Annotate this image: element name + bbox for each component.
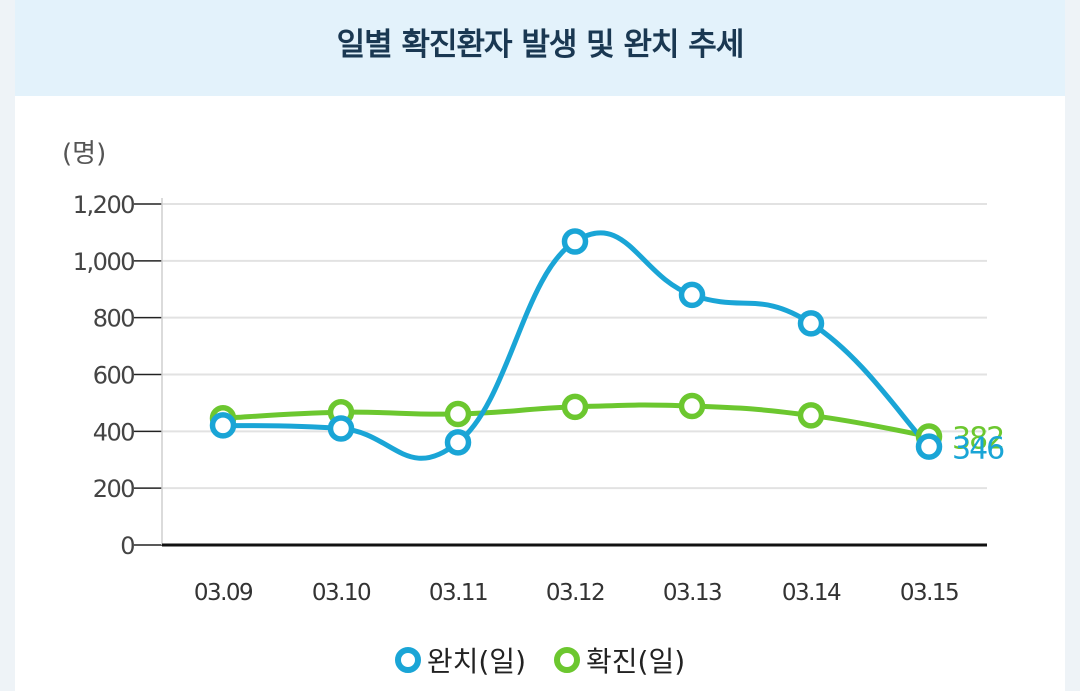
y-tick-label: 800 bbox=[93, 305, 135, 333]
x-tick-label: 03.14 bbox=[782, 580, 841, 606]
data-point-recovered bbox=[209, 412, 237, 439]
data-point-confirmed bbox=[678, 392, 706, 420]
data-point-recovered bbox=[561, 228, 589, 255]
y-tick-label: 600 bbox=[93, 362, 135, 390]
chart-card: 일별 확진환자 발생 및 완치 추세 bbox=[15, 0, 1065, 691]
y-unit-label: (명) bbox=[62, 139, 106, 169]
circle-marker-icon bbox=[554, 647, 580, 673]
data-point-recovered bbox=[327, 415, 355, 442]
x-tick-label: 03.13 bbox=[663, 580, 721, 606]
data-point-recovered bbox=[797, 310, 825, 337]
y-tick-label: 400 bbox=[93, 418, 135, 446]
legend-label-confirmed: 확진(일) bbox=[586, 645, 686, 678]
end-value-label-confirmed: 382 bbox=[952, 421, 1003, 456]
circle-marker-icon bbox=[394, 647, 421, 673]
legend-label-recovered: 완치(일) bbox=[426, 645, 526, 678]
line-chart: (명) 0 200 400 600 800 1,000 1,200 03.09 03.10 03.1… bbox=[62, 139, 1006, 606]
chart-legend: 완치(일) 확진(일) bbox=[0, 636, 1080, 684]
data-point-recovered bbox=[915, 433, 943, 460]
chart-title: 일별 확진환자 발생 및 완치 추세 bbox=[336, 26, 745, 63]
x-tick-label: 03.09 bbox=[194, 580, 253, 606]
y-tick-label: 0 bbox=[120, 532, 134, 560]
data-point-confirmed bbox=[797, 402, 825, 429]
legend-item-confirmed[interactable]: 확진(일) bbox=[554, 640, 685, 680]
legend-item-recovered[interactable]: 완치(일) bbox=[394, 640, 526, 680]
data-point-recovered bbox=[444, 429, 472, 456]
data-point-confirmed bbox=[561, 393, 589, 421]
x-tick-label: 03.12 bbox=[546, 580, 604, 606]
x-tick-label: 03.10 bbox=[312, 580, 371, 606]
x-tick-label: 03.15 bbox=[900, 580, 958, 606]
data-point-recovered bbox=[678, 281, 706, 309]
x-tick-label: 03.11 bbox=[429, 580, 487, 606]
y-tick-label: 1,000 bbox=[73, 248, 134, 276]
y-tick-label: 200 bbox=[93, 475, 135, 503]
end-value-label-recovered: 346 bbox=[952, 432, 1004, 467]
data-point-confirmed bbox=[444, 400, 472, 428]
chart-header: 일별 확진환자 발생 및 완치 추세 bbox=[15, 0, 1065, 96]
y-tick-label: 1,200 bbox=[73, 191, 134, 219]
